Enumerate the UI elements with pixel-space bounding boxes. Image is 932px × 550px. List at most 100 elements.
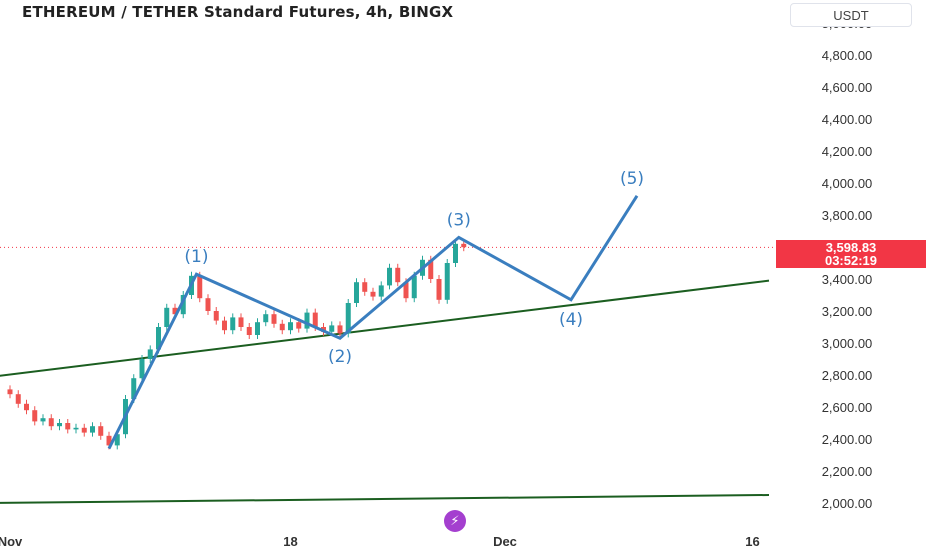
- candle-body: [106, 435, 112, 446]
- candle: [48, 414, 54, 431]
- candle: [230, 313, 236, 335]
- candle: [279, 319, 285, 335]
- wave-label: (5): [620, 169, 644, 189]
- candle: [222, 316, 227, 335]
- candle-body: [180, 295, 186, 315]
- candle: [180, 291, 186, 319]
- candle: [90, 422, 95, 437]
- wave-path: [107, 194, 639, 450]
- candle-body: [453, 243, 458, 263]
- candle-body: [387, 267, 392, 286]
- candle-body: [362, 282, 368, 292]
- candles: [7, 239, 467, 450]
- last-price-label: 3,598.83 03:52:19: [776, 240, 926, 268]
- candle: [288, 318, 293, 335]
- candle: [444, 259, 450, 304]
- candle-body: [444, 263, 450, 300]
- candle: [370, 287, 376, 301]
- candle: [263, 310, 269, 327]
- candle: [73, 423, 79, 434]
- y-tick-label: 4,200.00: [822, 144, 873, 159]
- y-tick-label: 2,800.00: [822, 368, 873, 383]
- candle-body: [40, 418, 46, 422]
- candle-body: [7, 389, 13, 395]
- candle-body: [222, 320, 227, 331]
- candle: [453, 239, 458, 267]
- candle-body: [98, 426, 104, 436]
- wave-label: (4): [559, 310, 583, 330]
- y-tick-label: 4,800.00: [822, 48, 873, 63]
- candle-body: [395, 267, 401, 283]
- y-tick-label: 2,600.00: [822, 400, 873, 415]
- candle: [15, 390, 21, 408]
- candle-countdown: 03:52:19: [824, 253, 878, 268]
- candle-body: [271, 314, 277, 324]
- y-tick-label: 3,400.00: [822, 272, 873, 287]
- candle-body: [370, 291, 376, 297]
- candle: [387, 263, 392, 290]
- candle-body: [114, 434, 120, 446]
- candle-body: [81, 427, 87, 433]
- x-tick-label: Nov: [0, 534, 23, 549]
- candle-body: [90, 426, 95, 433]
- y-tick-label: 3,000.00: [822, 336, 873, 351]
- candle-body: [263, 314, 269, 323]
- candle-body: [131, 378, 137, 399]
- candle-body: [461, 243, 467, 248]
- candle: [147, 345, 153, 363]
- y-tick-label: 2,200.00: [822, 464, 873, 479]
- candle: [98, 422, 104, 440]
- candle-body: [288, 322, 293, 331]
- candle: [7, 385, 13, 399]
- candle-body: [32, 410, 38, 422]
- candle-body: [147, 349, 153, 359]
- candle: [205, 294, 211, 315]
- trend-lines: [0, 279, 770, 504]
- candle-body: [337, 325, 343, 334]
- trend-line: [0, 279, 770, 377]
- y-tick-label: 4,400.00: [822, 112, 873, 127]
- lightning-icon[interactable]: ⚡︎: [444, 510, 466, 532]
- candle: [213, 307, 219, 325]
- candle: [337, 321, 343, 338]
- candle-body: [428, 259, 434, 279]
- candle-body: [345, 303, 351, 334]
- candle-body: [197, 275, 203, 299]
- y-tick-label: 2,000.00: [822, 496, 873, 511]
- candle-body: [279, 323, 285, 331]
- x-axis: Nov 18 Dec 16: [0, 534, 760, 549]
- y-tick-label: 4,600.00: [822, 80, 873, 95]
- x-tick-label: Dec: [493, 534, 517, 549]
- candle-body: [255, 322, 260, 335]
- candle-body: [354, 282, 359, 303]
- candle-body: [24, 403, 29, 411]
- candle: [65, 419, 71, 434]
- chart-title: ETHEREUM / TETHER Standard Futures, 4h, …: [22, 3, 454, 21]
- wave-label: (1): [184, 247, 208, 267]
- candle: [255, 318, 260, 339]
- candle-body: [246, 327, 252, 335]
- elliott-wave: (1) (2) (3) (4) (5): [107, 169, 644, 450]
- candle-body: [164, 307, 170, 327]
- currency-selector[interactable]: USDT: [790, 3, 912, 27]
- candle-body: [65, 423, 71, 430]
- y-tick-label: 3,200.00: [822, 304, 873, 319]
- candle-body: [304, 312, 310, 329]
- candle: [238, 313, 244, 331]
- candle-body: [73, 427, 79, 430]
- candle: [24, 399, 29, 415]
- candle-body: [139, 359, 145, 379]
- candle-body: [238, 317, 244, 327]
- candle-body: [57, 423, 62, 427]
- candle-body: [411, 275, 417, 299]
- candle-body: [156, 327, 161, 350]
- candle: [354, 278, 359, 307]
- candle: [81, 423, 87, 437]
- x-tick-label: 18: [283, 534, 297, 549]
- candle: [378, 281, 384, 301]
- candle-body: [172, 307, 178, 315]
- candle: [395, 263, 401, 287]
- candle-body: [378, 285, 384, 297]
- candle: [40, 414, 46, 426]
